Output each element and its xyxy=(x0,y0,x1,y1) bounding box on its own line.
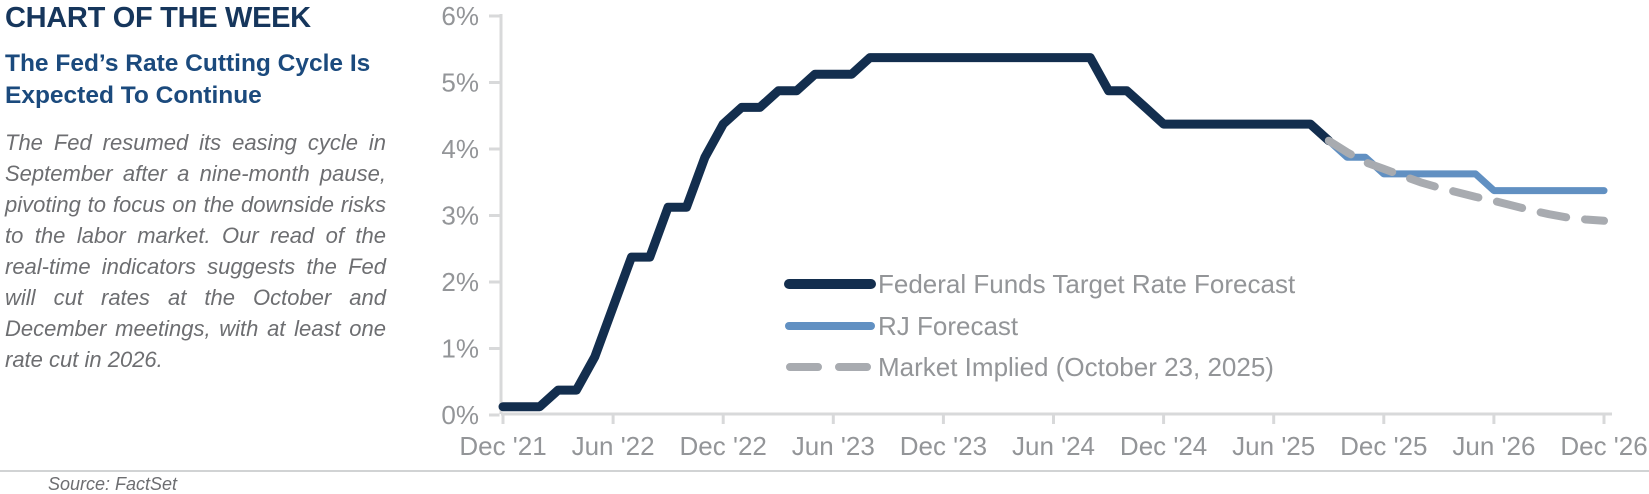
series-lines xyxy=(498,53,1608,412)
footer-divider xyxy=(0,470,1649,472)
x-tick-label: Jun '24 xyxy=(1012,431,1095,461)
legend-label-rj-forecast: RJ Forecast xyxy=(878,311,1019,341)
axes xyxy=(499,14,1612,416)
legend-label-federal-funds: Federal Funds Target Rate Forecast xyxy=(878,269,1296,299)
y-tick-label: 3% xyxy=(441,201,479,231)
y-tick-label: 2% xyxy=(441,267,479,297)
y-tick-label: 1% xyxy=(441,334,479,364)
legend-label-market-implied: Market Implied (October 23, 2025) xyxy=(878,352,1274,382)
x-tick-label: Dec '21 xyxy=(459,431,546,461)
x-tick-label: Dec '22 xyxy=(680,431,767,461)
x-tick-label: Jun '22 xyxy=(572,431,655,461)
x-tick-label: Dec '24 xyxy=(1120,431,1207,461)
y-tick-label: 6% xyxy=(441,1,479,31)
fed-funds-chart: 0% 1% 2% 3% 4% 5% 6% Dec '21 Jun '22 Dec '22 Jun … xyxy=(400,0,1649,468)
x-tick-label: Jun '23 xyxy=(792,431,875,461)
x-axis-ticks: Dec '21 Jun '22 Dec '22 Jun '23 Dec '23 Jun '… xyxy=(459,415,1648,461)
chart-summary-text: The Fed resumed its easing cycle in Sept… xyxy=(5,130,386,372)
y-axis-ticks: 0% 1% 2% 3% 4% 5% 6% xyxy=(441,1,500,430)
y-tick-label: 4% xyxy=(441,134,479,164)
rj-forecast-line xyxy=(1325,137,1608,195)
chart-headline: The Fed’s Rate Cutting Cycle Is Expected… xyxy=(5,50,371,109)
chart-svg: 0% 1% 2% 3% 4% 5% 6% Dec '21 Jun '22 Dec '22 Jun … xyxy=(441,1,1648,461)
x-tick-label: Dec '23 xyxy=(900,431,987,461)
chart-legend: Federal Funds Target Rate Forecast RJ Fo… xyxy=(784,269,1296,382)
source-attribution: Source: FactSet xyxy=(48,474,178,494)
page-kicker: CHART OF THE WEEK xyxy=(5,2,311,34)
x-tick-label: Dec '25 xyxy=(1340,431,1427,461)
market-implied-line xyxy=(1324,136,1608,225)
x-tick-label: Jun '25 xyxy=(1232,431,1315,461)
x-tick-label: Dec '26 xyxy=(1560,431,1647,461)
y-tick-label: 0% xyxy=(441,400,479,430)
x-tick-label: Jun '26 xyxy=(1452,431,1535,461)
y-tick-label: 5% xyxy=(441,68,479,98)
federal-funds-line xyxy=(498,53,1334,412)
